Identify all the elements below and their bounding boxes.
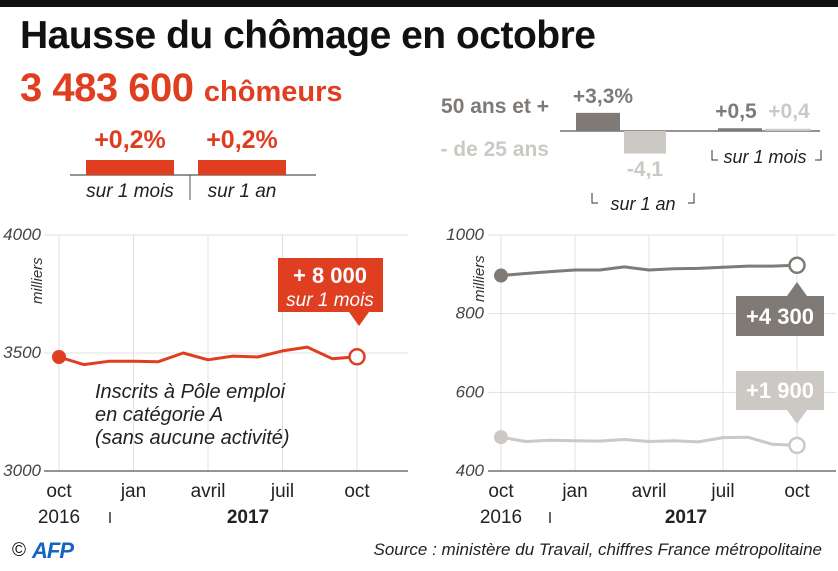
age-year-bracket xyxy=(591,193,695,204)
chart2-callout-senior-value: +4 300 xyxy=(746,304,814,329)
age-change-panel: 50 ans et + - de 25 ans +3,3% -4,1 +0,5 … xyxy=(440,85,822,214)
age-label-youth: - de 25 ans xyxy=(440,138,549,161)
total-change-value-year: +0,2% xyxy=(206,126,278,154)
afp-logo: © AFP xyxy=(12,538,74,564)
headline-unit: chômeurs xyxy=(203,76,343,108)
top-rule xyxy=(0,0,838,7)
chart1-caption-line1: Inscrits à Pôle emploi xyxy=(95,381,286,403)
c2-xtick-0: oct xyxy=(488,481,514,502)
chart1-year-end: 2017 xyxy=(227,507,269,528)
total-change-value-month: +0,2% xyxy=(94,126,166,154)
chart-by-age: milliers 1000 800 600 400 oct jan avril juil oc… xyxy=(446,225,836,528)
total-change-bar-year xyxy=(198,160,286,175)
chart2-callout-senior-pointer xyxy=(787,282,807,296)
age-value-youth-year: -4,1 xyxy=(627,158,664,181)
c2-ytick-1: 800 xyxy=(456,304,485,323)
headline-total: 3 483 600 chômeurs xyxy=(20,66,343,111)
c2-xtick-1: jan xyxy=(561,481,587,502)
age-bar-youth-month xyxy=(765,128,811,131)
c2-xtick-2: avril xyxy=(632,481,667,502)
c2-xtick-4: oct xyxy=(784,481,810,502)
chart1-callout-value: + 8 000 xyxy=(293,263,367,288)
chart2-year-end: 2017 xyxy=(665,507,707,528)
age-label-senior: 50 ans et + xyxy=(441,95,549,118)
c1-ytick-1: 3500 xyxy=(3,343,41,362)
afp-wordmark: AFP xyxy=(32,538,74,563)
headline-value: 3 483 600 xyxy=(20,66,194,110)
total-change-bar-month xyxy=(86,160,174,175)
c1-series-0-end-point xyxy=(348,348,366,366)
age-year-period: sur 1 an xyxy=(610,194,675,214)
chart1-caption-line3: (sans aucune activité) xyxy=(95,427,290,449)
chart2-callout-youth: +1 900 xyxy=(736,371,824,424)
age-value-senior-month: +0,5 xyxy=(715,100,757,123)
c1-xtick-1: jan xyxy=(120,481,146,502)
age-month-bracket xyxy=(711,150,822,161)
chart2-callout-youth-box xyxy=(736,371,824,410)
age-value-youth-month: +0,4 xyxy=(768,100,810,123)
c2-ytick-3: 400 xyxy=(456,461,485,480)
page-title: Hausse du chômage en octobre xyxy=(20,14,596,57)
c2-series-0-line xyxy=(500,263,798,277)
c2-series-0-end-point xyxy=(788,256,806,275)
total-change-panel: +0,2% +0,2% sur 1 mois sur 1 an xyxy=(70,126,316,202)
age-bar-senior-year xyxy=(576,112,620,131)
c1-xtick-2: avril xyxy=(191,481,226,502)
chart2-callout-youth-value: +1 900 xyxy=(746,378,814,403)
chart1-callout: + 8 000 sur 1 mois xyxy=(278,258,383,326)
chart2-ylabel: milliers xyxy=(471,255,488,302)
c1-xtick-4: oct xyxy=(344,481,370,502)
age-bar-youth-year xyxy=(624,131,666,154)
total-change-period-year: sur 1 an xyxy=(208,181,277,202)
c1-xtick-0: oct xyxy=(46,481,72,502)
age-value-senior-year: +3,3% xyxy=(573,85,633,108)
c1-ytick-2: 3000 xyxy=(3,461,41,480)
c2-xtick-3: juil xyxy=(710,481,734,502)
c1-xtick-3: juil xyxy=(270,481,294,502)
chart1-callout-pointer xyxy=(349,312,369,326)
c2-series-1-start-point xyxy=(494,430,508,445)
c2-series-1-end-point xyxy=(788,436,806,455)
c2-series-0-start-point xyxy=(494,268,508,283)
copyright-symbol: © xyxy=(12,540,26,561)
chart2-year-start: 2016 xyxy=(480,507,522,528)
c1-series-0-start-point xyxy=(52,350,66,365)
chart2-callout-youth-pointer xyxy=(787,410,807,424)
age-bar-senior-month xyxy=(718,128,762,131)
c2-ytick-0: 1000 xyxy=(446,225,484,244)
chart1-caption-line2: en catégorie A xyxy=(95,404,223,426)
source-note: Source : ministère du Travail, chiffres … xyxy=(373,540,822,559)
c2-ytick-2: 600 xyxy=(456,382,485,401)
age-month-period: sur 1 mois xyxy=(723,147,806,167)
total-change-period-month: sur 1 mois xyxy=(86,181,174,202)
chart2-callout-senior: +4 300 xyxy=(736,282,824,336)
c1-series-0-line xyxy=(58,345,358,367)
chart1-year-start: 2016 xyxy=(38,507,80,528)
chart1-ylabel: milliers xyxy=(29,257,46,304)
chart-total-jobseekers: milliers 4000 3500 3000 oct jan avril juil oct… xyxy=(3,225,408,528)
c2-series-1-line xyxy=(500,435,798,447)
chart2-callout-senior-box xyxy=(736,296,824,336)
c1-ytick-0: 4000 xyxy=(3,225,41,244)
chart1-callout-box xyxy=(278,258,383,312)
chart1-callout-period: sur 1 mois xyxy=(286,290,374,311)
